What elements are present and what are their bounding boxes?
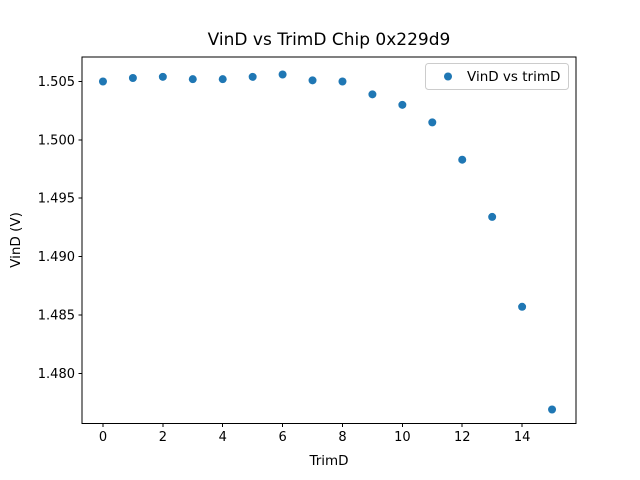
- x-tick-label: 8: [338, 430, 346, 445]
- scatter-point: [548, 405, 557, 414]
- scatter-point: [518, 302, 527, 311]
- chart-title: VinD vs TrimD Chip 0x229d9: [207, 30, 451, 50]
- legend-box: [425, 63, 569, 90]
- scatter-point: [128, 74, 137, 83]
- scatter-point: [188, 75, 197, 84]
- x-tick-label: 10: [394, 430, 411, 445]
- x-tick-label: 4: [219, 430, 227, 445]
- scatter-point: [428, 118, 437, 127]
- scatter-point: [98, 77, 107, 86]
- x-tick-label: 6: [278, 430, 286, 445]
- scatter-point: [308, 76, 317, 85]
- scatter-point: [368, 90, 377, 99]
- x-tick-label: 14: [514, 430, 531, 445]
- legend-marker-icon: [444, 72, 452, 81]
- scatter-point: [218, 75, 227, 84]
- y-tick-label: 1.480: [38, 367, 75, 382]
- x-tick-label: 0: [99, 430, 107, 445]
- x-tick-label: 2: [159, 430, 167, 445]
- x-tick-label: 12: [454, 430, 471, 445]
- legend-label: VinD vs trimD: [467, 69, 560, 85]
- scatter-point: [398, 100, 407, 109]
- scatter-point: [488, 212, 497, 221]
- scatter-point: [158, 72, 167, 81]
- scatter-point: [278, 70, 287, 79]
- y-tick-label: 1.495: [38, 192, 75, 207]
- x-axis-label: TrimD: [309, 453, 349, 469]
- scatter-point: [248, 72, 257, 81]
- y-tick-label: 1.490: [38, 250, 75, 265]
- scatter-point: [338, 77, 347, 86]
- y-tick-label: 1.500: [38, 133, 75, 148]
- y-tick-label: 1.485: [38, 308, 75, 323]
- axes-frame: [81, 56, 577, 424]
- y-tick-label: 1.505: [38, 75, 75, 90]
- scatter-point: [458, 155, 467, 164]
